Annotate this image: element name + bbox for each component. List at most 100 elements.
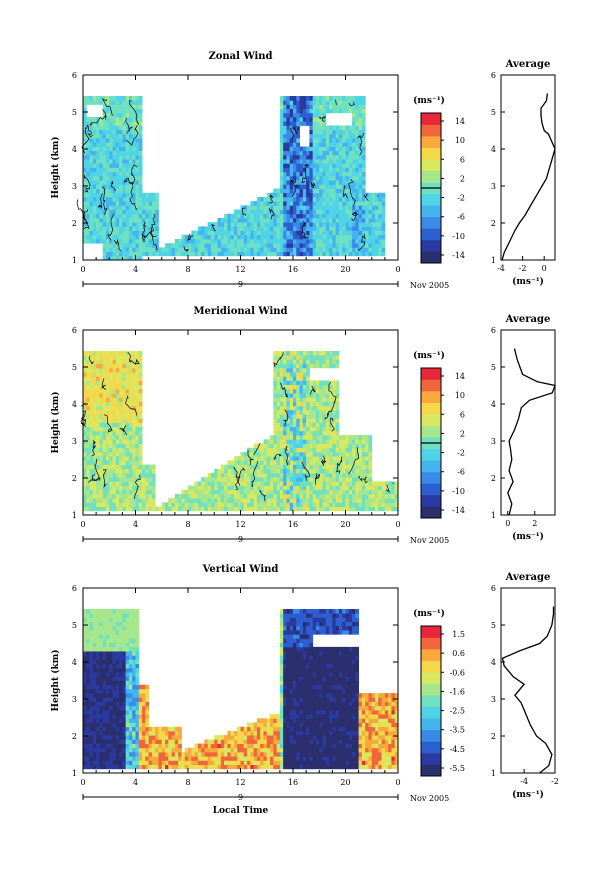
heatmap-cell	[309, 238, 314, 244]
heatmap-cell	[309, 355, 314, 360]
heatmap-cell	[96, 418, 100, 423]
heatmap-cell	[122, 359, 127, 365]
heatmap-cell	[322, 439, 327, 444]
heatmap-cell	[122, 384, 127, 390]
heatmap-cell	[358, 108, 363, 114]
heatmap-cell	[86, 743, 90, 749]
heatmap-cell	[299, 489, 304, 495]
heatmap-cell	[86, 625, 90, 631]
heatmap-cell	[125, 443, 130, 449]
heatmap-cell	[122, 621, 127, 627]
heatmap-cell	[296, 180, 300, 185]
heatmap-cell	[319, 456, 323, 461]
heatmap-cell	[342, 238, 346, 244]
heatmap-cell	[99, 167, 104, 173]
heatmap-cell	[352, 498, 356, 503]
heatmap-cell	[352, 184, 356, 189]
heatmap-cell	[92, 171, 97, 177]
heatmap-cell	[112, 642, 117, 648]
heatmap-cell	[361, 485, 366, 491]
heatmap-cell	[348, 498, 353, 503]
heatmap-cell	[289, 96, 294, 101]
contour-line	[119, 424, 128, 436]
heatmap-cell	[352, 138, 356, 143]
heatmap-cell	[89, 184, 94, 189]
heatmap-cell	[296, 217, 300, 223]
heatmap-cell	[224, 489, 228, 495]
y-tick-label: 2	[72, 474, 77, 483]
heatmap-cell	[358, 502, 363, 507]
heatmap-cell	[381, 238, 386, 244]
heatmap-cell	[99, 209, 104, 215]
heatmap-cell	[286, 489, 291, 495]
heatmap-cell	[119, 718, 123, 723]
heatmap-cell	[92, 447, 97, 453]
heatmap-cell	[302, 372, 307, 377]
heatmap-cell	[319, 100, 323, 105]
heatmap-cell	[92, 435, 97, 440]
heatmap-cell	[109, 150, 113, 156]
heatmap-cell	[122, 630, 127, 635]
heatmap-cell	[352, 213, 356, 219]
heatmap-cell	[181, 247, 186, 252]
heatmap-cell	[319, 150, 323, 156]
heatmap-cell	[286, 443, 291, 449]
heatmap-cell	[122, 735, 127, 740]
heatmap-cell	[96, 697, 100, 702]
heatmap-cell	[361, 468, 366, 474]
heatmap-cell	[273, 234, 277, 240]
heatmap-cell	[138, 222, 143, 227]
heatmap-cell	[342, 247, 346, 252]
heatmap-cell	[309, 435, 314, 440]
heatmap-cell	[89, 125, 94, 131]
heatmap-cell	[105, 188, 110, 194]
heatmap-cell	[309, 167, 314, 173]
heatmap-cell	[306, 409, 310, 415]
heatmap-cell	[138, 108, 143, 114]
heatmap-cell	[319, 209, 323, 215]
heatmap-cell	[204, 251, 209, 257]
heatmap-cell	[105, 125, 110, 131]
heatmap-cell	[279, 100, 284, 105]
heatmap-cell	[210, 489, 215, 495]
heatmap-cell	[243, 506, 248, 512]
heatmap-cell	[102, 138, 107, 143]
heatmap-cell	[132, 133, 136, 139]
heatmap-cell	[293, 397, 297, 402]
heatmap-cell	[325, 243, 330, 248]
heatmap-cell	[361, 150, 366, 156]
heatmap-cell	[128, 217, 133, 223]
heatmap-cell	[86, 481, 90, 486]
heatmap-cell	[325, 409, 330, 415]
heatmap-cell	[368, 247, 373, 252]
heatmap-cell	[112, 435, 117, 440]
heatmap-cell	[138, 175, 143, 181]
heatmap-cell	[86, 709, 90, 715]
heatmap-cell	[122, 456, 127, 461]
date-label: Nov 2005	[410, 281, 449, 290]
heatmap-cell	[378, 247, 382, 252]
heatmap-cell	[289, 112, 294, 118]
heatmap-cell	[92, 718, 97, 723]
heatmap-cell	[279, 472, 284, 478]
heatmap-cell	[332, 384, 337, 390]
heatmap-cell	[322, 159, 327, 164]
heatmap-cell	[201, 506, 205, 512]
heatmap-cell	[109, 651, 113, 656]
heatmap-cell	[132, 380, 136, 386]
heatmap-cell	[312, 133, 317, 139]
heatmap-cell	[315, 384, 320, 390]
heatmap-cell	[296, 196, 300, 202]
heatmap-cell	[122, 401, 127, 407]
heatmap-cell	[102, 175, 107, 181]
heatmap-cell	[128, 171, 133, 177]
heatmap-cell	[309, 100, 314, 105]
heatmap-cell	[247, 498, 251, 503]
heatmap-cell	[279, 489, 284, 495]
heatmap-cell	[243, 464, 248, 470]
heatmap-cell	[273, 226, 277, 231]
heatmap-cell	[335, 384, 340, 390]
heatmap-cell	[325, 138, 330, 143]
heatmap-cell	[237, 506, 241, 512]
heatmap-cell	[102, 451, 107, 457]
